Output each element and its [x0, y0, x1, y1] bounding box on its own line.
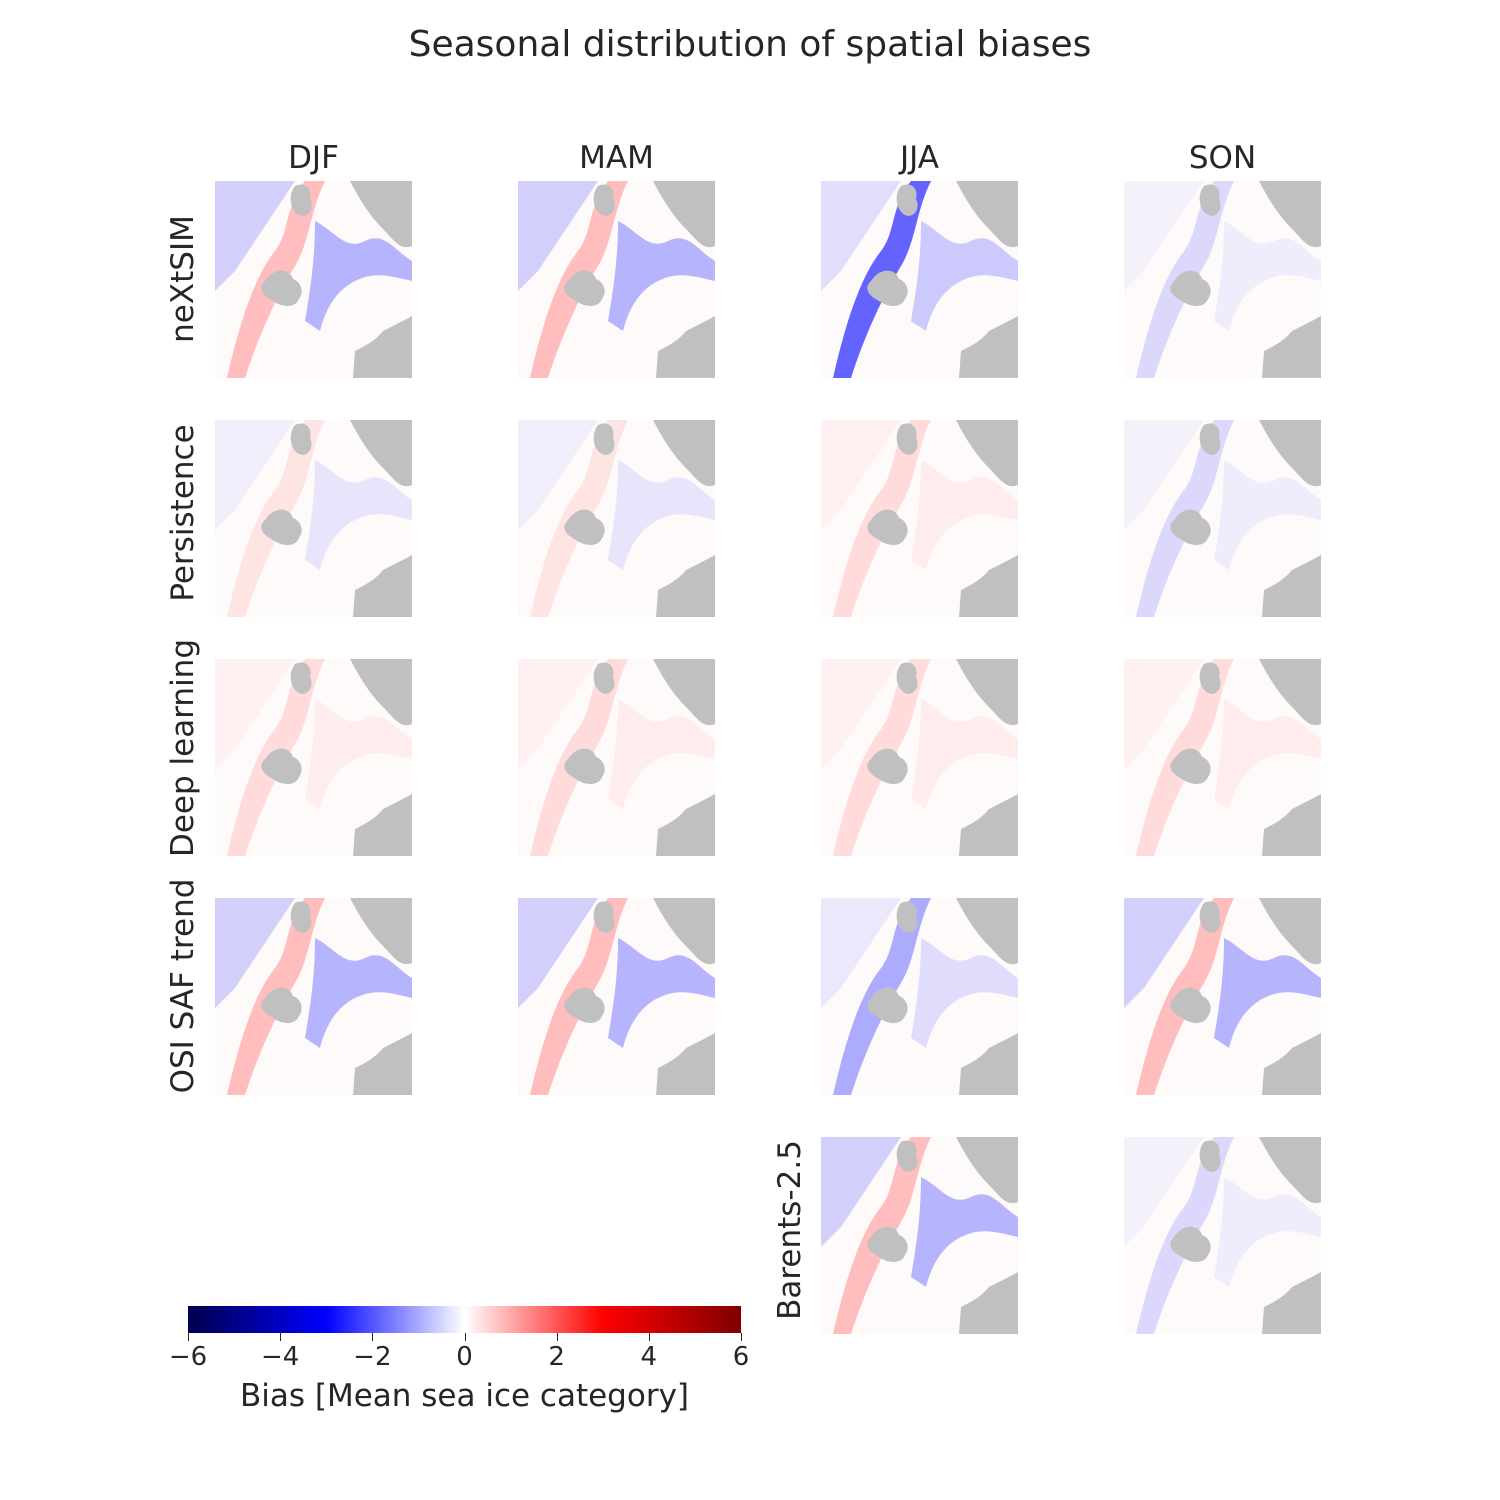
col-label-son: SON — [1188, 140, 1257, 176]
heatmap-panel-nextsim-son — [1124, 181, 1321, 378]
heatmap-panel-barents-2-5-jja — [821, 1137, 1018, 1334]
heatmap-panel-deep-learning-jja — [821, 659, 1018, 856]
row-label-nextsim: neXtSIM — [165, 215, 201, 343]
colorbar-label: Bias [Mean sea ice category] — [239, 1378, 690, 1414]
colorbar-tick — [280, 1333, 282, 1341]
colorbar-tick-label: −4 — [260, 1342, 300, 1372]
colorbar-tick-label: 0 — [456, 1342, 473, 1372]
colorbar-tick — [648, 1333, 650, 1341]
col-label-djf: DJF — [288, 140, 339, 176]
row-label-barents: Barents-2.5 — [772, 1140, 808, 1320]
heatmap-panel-osi-saf-trend-son — [1124, 898, 1321, 1095]
heatmap-panel-osi-saf-trend-jja — [821, 898, 1018, 1095]
heatmap-panel-deep-learning-mam — [518, 659, 715, 856]
colorbar-tick-label: −6 — [168, 1342, 208, 1372]
heatmap-panel-osi-saf-trend-djf — [215, 898, 412, 1095]
row-label-deep-learning: Deep learning — [165, 638, 201, 858]
colorbar-tick-label: 2 — [548, 1342, 565, 1372]
heatmap-panel-persistence-jja — [821, 420, 1018, 617]
heatmap-panel-persistence-mam — [518, 420, 715, 617]
heatmap-panel-deep-learning-son — [1124, 659, 1321, 856]
heatmap-panel-persistence-son — [1124, 420, 1321, 617]
colorbar — [188, 1306, 741, 1333]
colorbar-tick-label: −2 — [353, 1342, 392, 1372]
col-label-jja: JJA — [900, 140, 939, 176]
colorbar-tick — [556, 1333, 558, 1341]
row-label-persistence: Persistence — [165, 424, 201, 602]
heatmap-panel-nextsim-jja — [821, 181, 1018, 378]
heatmap-panel-persistence-djf — [215, 420, 412, 617]
chart-title: Seasonal distribution of spatial biases — [408, 24, 1092, 65]
heatmap-panel-nextsim-djf — [215, 181, 412, 378]
heatmap-panel-nextsim-mam — [518, 181, 715, 378]
colorbar-tick-label: 4 — [640, 1342, 658, 1372]
colorbar-tick — [372, 1333, 374, 1341]
colorbar-tick-label: 6 — [732, 1342, 750, 1372]
heatmap-panel-osi-saf-trend-mam — [518, 898, 715, 1095]
heatmap-panel-barents-2-5-son — [1124, 1137, 1321, 1334]
col-label-mam: MAM — [579, 140, 654, 176]
heatmap-panel-deep-learning-djf — [215, 659, 412, 856]
colorbar-tick — [188, 1333, 189, 1341]
row-label-osi-saf-trend: OSI SAF trend — [165, 878, 201, 1094]
colorbar-tick — [741, 1333, 742, 1341]
colorbar-tick — [464, 1333, 466, 1341]
